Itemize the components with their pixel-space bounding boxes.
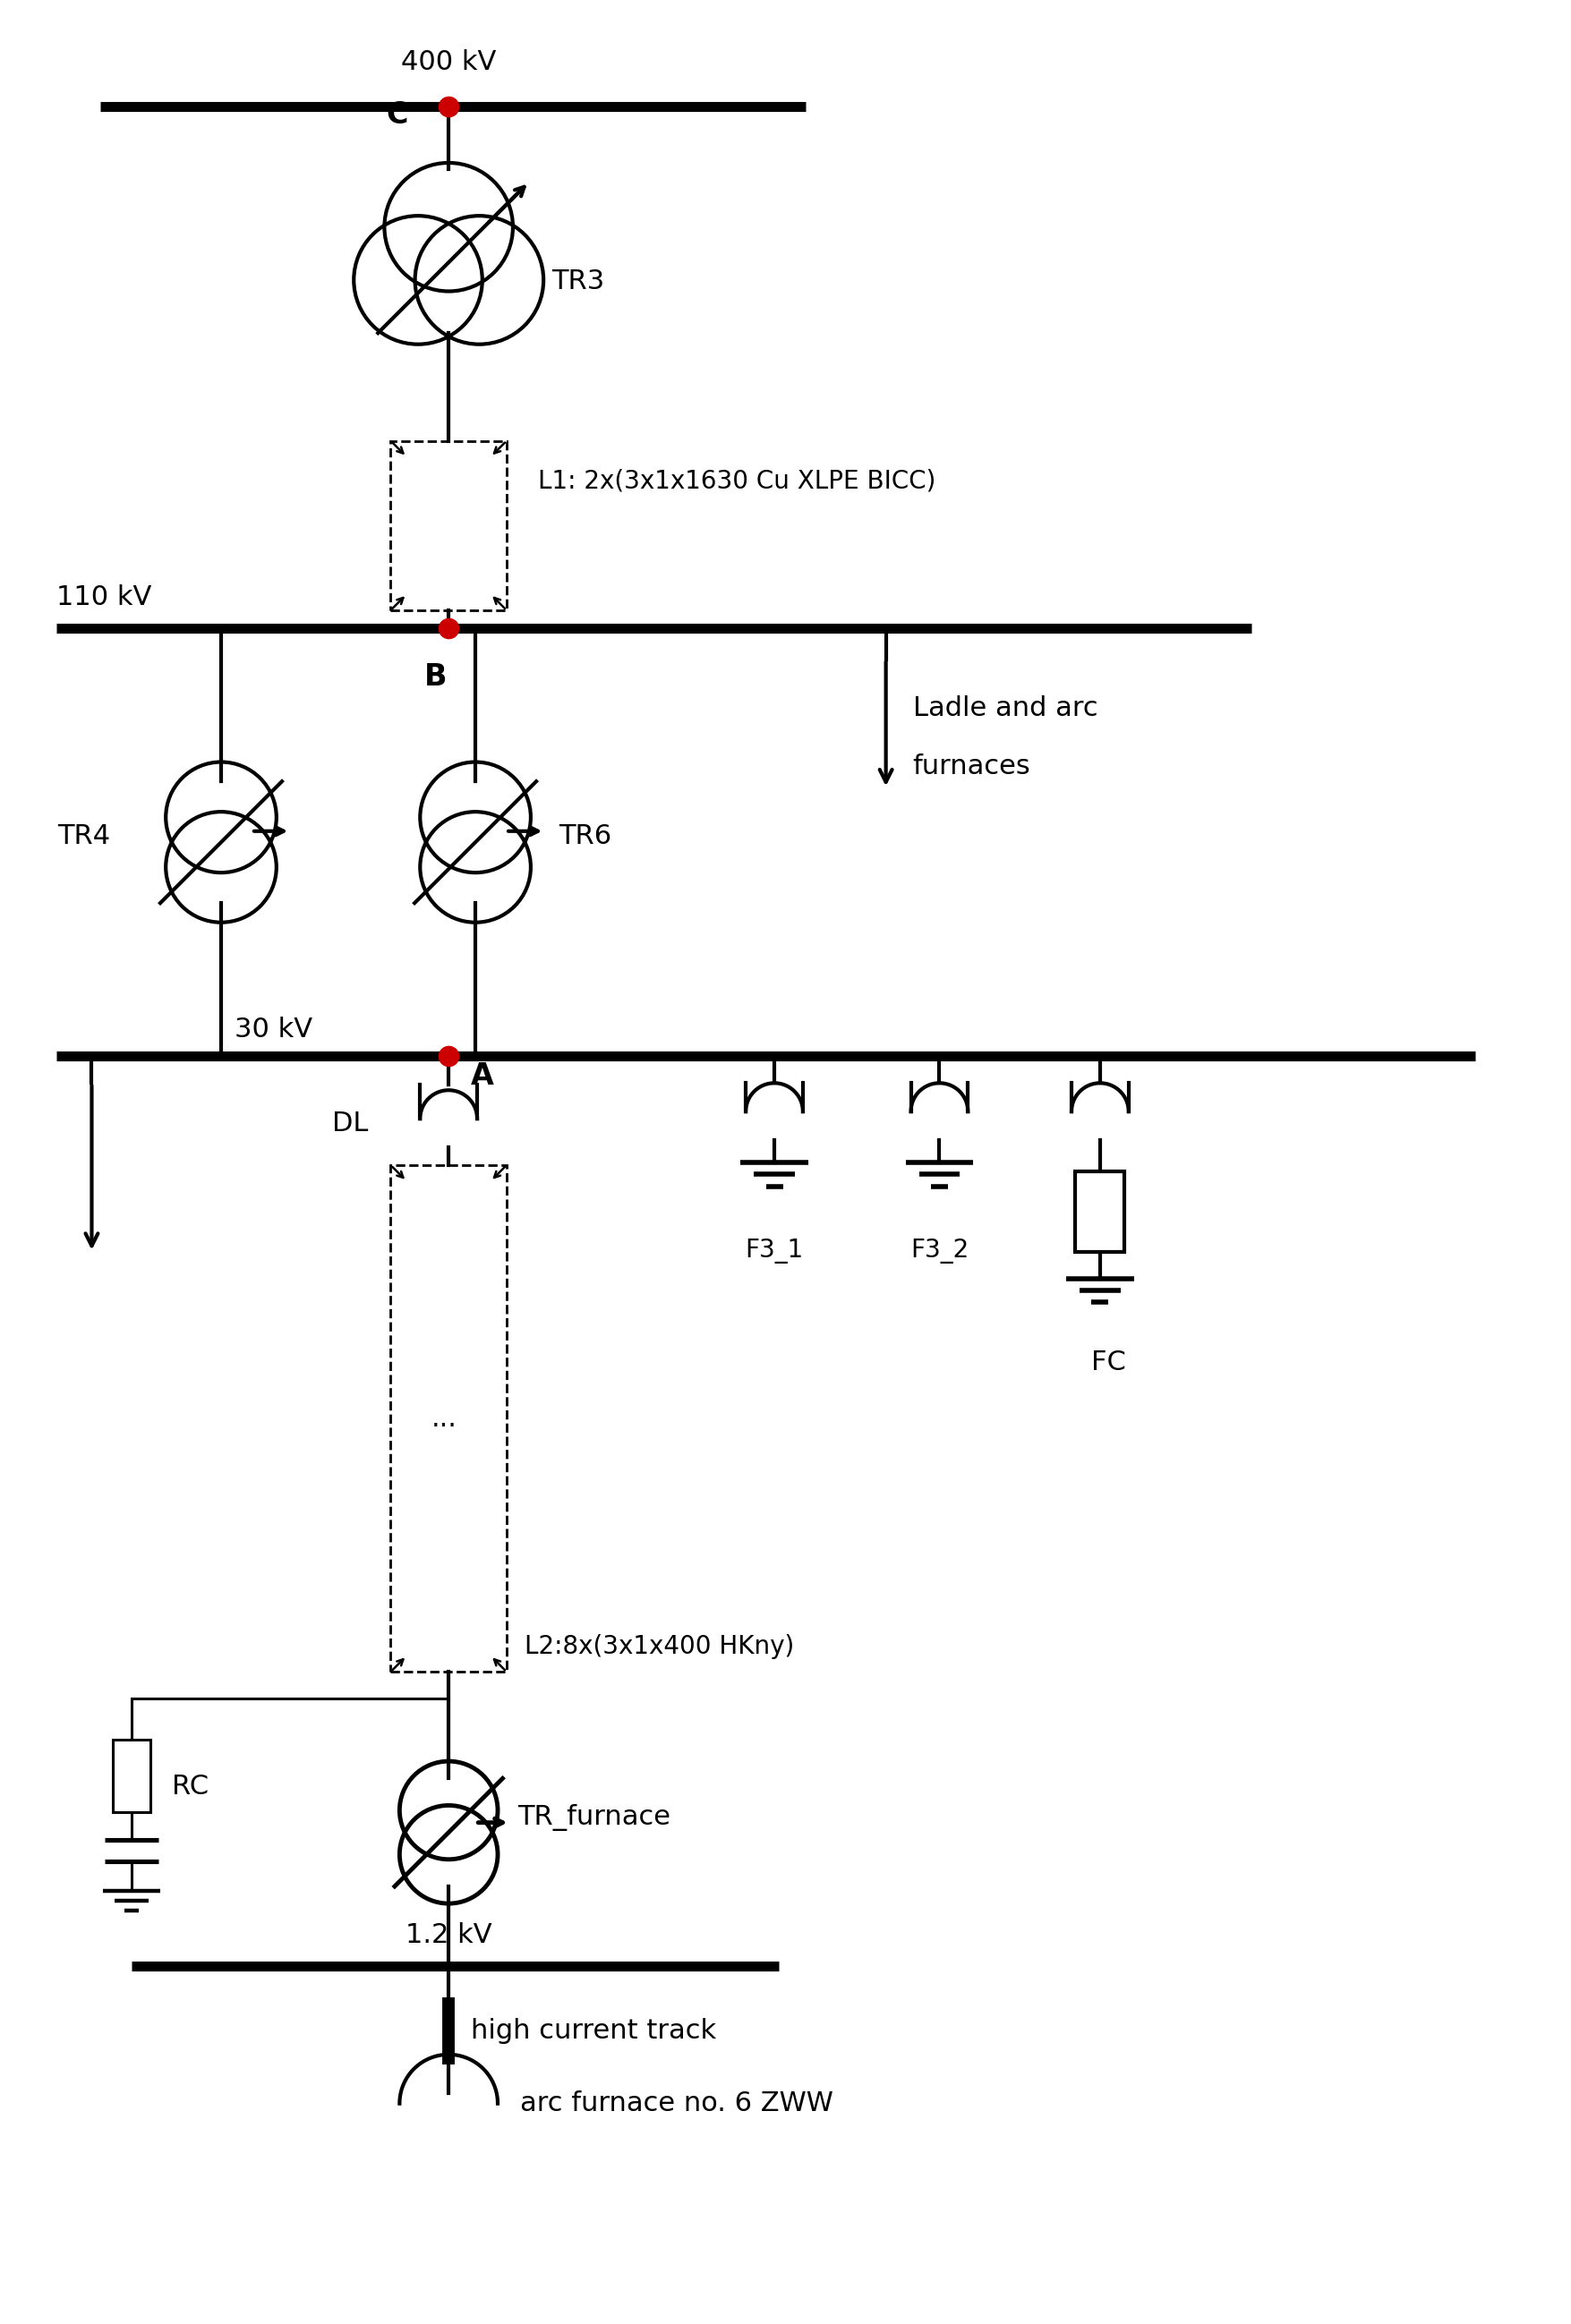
Text: F3_2: F3_2 (910, 1239, 968, 1264)
Text: L2:8x(3x1x400 HKny): L2:8x(3x1x400 HKny) (525, 1634, 793, 1659)
Text: TR4: TR4 (58, 823, 110, 851)
Text: high current track: high current track (471, 2017, 716, 2043)
Text: RC: RC (171, 1773, 209, 1799)
Text: arc furnace no. 6 ZWW: arc furnace no. 6 ZWW (520, 2092, 833, 2117)
Text: 110 kV: 110 kV (57, 583, 151, 611)
Text: Ladle and arc: Ladle and arc (913, 695, 1097, 720)
Text: TR_furnace: TR_furnace (517, 1803, 671, 1831)
Text: 30 kV: 30 kV (234, 1018, 313, 1043)
Bar (391, 1164, 506, 1671)
Text: FC: FC (1090, 1350, 1126, 1376)
Text: furnaces: furnaces (913, 753, 1031, 779)
Text: A: A (471, 1062, 493, 1090)
Text: TR3: TR3 (551, 270, 605, 295)
Text: C: C (386, 100, 408, 130)
Text: TR6: TR6 (558, 823, 611, 851)
Text: F3_1: F3_1 (745, 1239, 803, 1264)
Bar (391, 442, 506, 611)
Text: B: B (424, 662, 446, 693)
Text: 400 kV: 400 kV (401, 49, 496, 74)
Text: ...: ... (430, 1406, 457, 1432)
Bar (1075, 1171, 1123, 1253)
Bar (113, 1738, 151, 1813)
Text: L1: 2x(3x1x1630 Cu XLPE BICC): L1: 2x(3x1x1630 Cu XLPE BICC) (537, 469, 935, 493)
Text: 1.2 kV: 1.2 kV (405, 1922, 492, 1948)
Text: DL: DL (331, 1111, 368, 1136)
